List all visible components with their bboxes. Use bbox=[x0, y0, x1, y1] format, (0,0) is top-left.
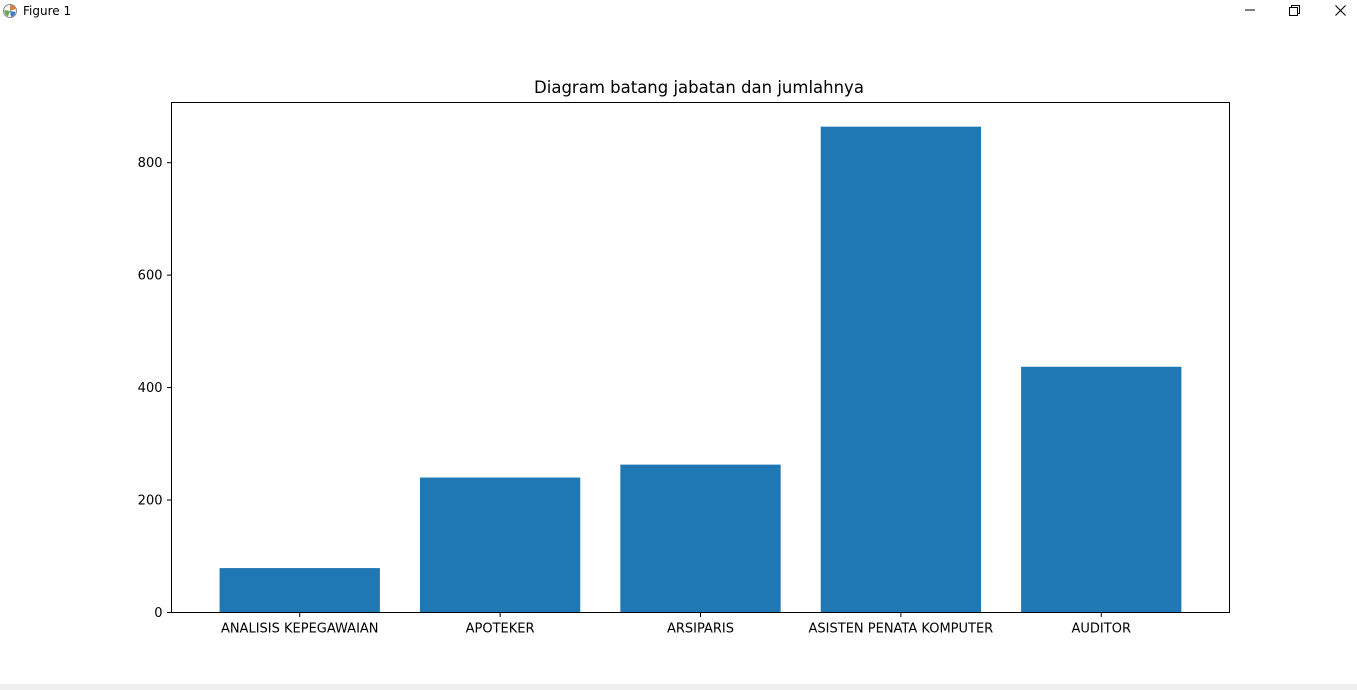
x-axis: ANALISIS KEPEGAWAIAN APOTEKER ARSIPARIS ASI… bbox=[221, 612, 1131, 637]
maximize-button[interactable] bbox=[1272, 0, 1317, 20]
bar-auditor bbox=[1021, 366, 1182, 613]
title-bar[interactable]: Figure 1 bbox=[0, 0, 1357, 22]
y-axis: 0 200 400 600 800 bbox=[138, 156, 172, 621]
x-tick-label: AUDITOR bbox=[1072, 622, 1131, 637]
minimize-button[interactable] bbox=[1227, 0, 1272, 20]
y-tick-label: 600 bbox=[138, 269, 163, 284]
bars-layer bbox=[219, 126, 1182, 613]
y-tick-label: 200 bbox=[138, 494, 163, 509]
bar-analisis-kepegawaian bbox=[219, 568, 380, 613]
figure-canvas: Diagram batang jabatan dan jumlahnya 0 20… bbox=[0, 22, 1357, 684]
matplotlib-figure-icon bbox=[3, 4, 17, 18]
y-tick-label: 0 bbox=[154, 606, 162, 621]
close-icon bbox=[1335, 4, 1346, 16]
y-tick-label: 400 bbox=[138, 381, 163, 396]
status-bar bbox=[0, 684, 1357, 690]
close-button[interactable] bbox=[1318, 0, 1357, 20]
x-tick-label: ASISTEN PENATA KOMPUTER bbox=[809, 622, 994, 637]
minimize-icon bbox=[1244, 9, 1255, 11]
y-tick-label: 800 bbox=[138, 156, 163, 171]
bar-asisten-penata-komputer bbox=[820, 126, 982, 613]
bar-arsiparis bbox=[620, 464, 781, 613]
window-title: Figure 1 bbox=[23, 4, 72, 18]
bar-apoteker bbox=[419, 477, 581, 613]
x-tick-label: APOTEKER bbox=[466, 622, 535, 637]
x-tick-label: ANALISIS KEPEGAWAIAN bbox=[221, 622, 379, 637]
chart-title: Diagram batang jabatan dan jumlahnya bbox=[534, 78, 864, 97]
x-tick-label: ARSIPARIS bbox=[667, 622, 734, 637]
restore-icon bbox=[1289, 4, 1300, 16]
bar-chart: Diagram batang jabatan dan jumlahnya 0 20… bbox=[138, 78, 1230, 637]
